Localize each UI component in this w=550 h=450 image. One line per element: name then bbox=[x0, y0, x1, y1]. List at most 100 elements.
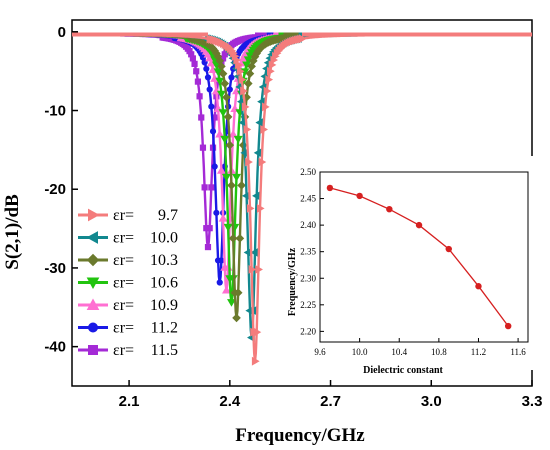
legend-item: εr= 9.7 bbox=[78, 207, 178, 224]
legend-item: εr= 10.9 bbox=[78, 297, 178, 314]
legend-symbol: εr= bbox=[113, 252, 134, 269]
data-point-marker bbox=[220, 79, 230, 88]
data-point-marker bbox=[235, 60, 243, 70]
legend-marker bbox=[86, 253, 100, 267]
data-point-marker bbox=[209, 128, 217, 135]
inset-x-axis-label: Dielectric constant bbox=[363, 365, 443, 376]
data-point-marker bbox=[221, 285, 231, 294]
data-point-marker bbox=[255, 118, 264, 128]
data-point-marker bbox=[250, 248, 259, 257]
data-point-marker bbox=[216, 166, 226, 174]
legend-symbol: εr= bbox=[113, 275, 134, 292]
legend-item: εr= 10.0 bbox=[78, 230, 178, 247]
data-point-marker bbox=[255, 264, 263, 274]
legend-marker bbox=[86, 231, 98, 244]
data-point-marker bbox=[204, 243, 212, 251]
data-point-marker bbox=[265, 75, 274, 85]
data-point-marker bbox=[227, 181, 236, 190]
legend-marker bbox=[88, 322, 98, 333]
legend-label: 10.9 bbox=[150, 297, 178, 314]
inset-data-point bbox=[386, 205, 393, 213]
data-point-marker bbox=[208, 184, 215, 191]
resonance-curves bbox=[72, 32, 532, 366]
data-point-marker bbox=[236, 66, 245, 76]
data-point-marker bbox=[223, 112, 233, 122]
inset-y-tick-label: 2.50 bbox=[300, 167, 316, 177]
legend-marker bbox=[86, 277, 100, 290]
legend-symbol: εr= bbox=[113, 297, 134, 314]
legend-label: 10.6 bbox=[150, 275, 178, 292]
data-point-marker bbox=[245, 69, 255, 78]
legend-item: εr= 11.2 bbox=[78, 320, 178, 337]
data-point-marker bbox=[218, 69, 228, 78]
data-point-marker bbox=[238, 75, 247, 85]
inset-data-point bbox=[415, 221, 423, 229]
data-point-marker bbox=[227, 299, 236, 307]
inset-data-point bbox=[326, 184, 334, 192]
data-point-marker bbox=[218, 109, 228, 117]
inset-y-tick-label: 2.40 bbox=[300, 220, 316, 230]
x-axis-label: Frequency/GHz bbox=[235, 425, 365, 446]
data-point-marker bbox=[222, 93, 231, 102]
legend-marker bbox=[88, 208, 100, 222]
inset-y-tick-label: 2.30 bbox=[300, 273, 316, 283]
data-point-marker bbox=[237, 181, 246, 190]
legend-label: 11.5 bbox=[151, 342, 178, 359]
data-point-marker bbox=[251, 356, 260, 366]
legend-marker bbox=[86, 298, 100, 310]
data-point-marker bbox=[191, 60, 198, 67]
data-point-marker bbox=[232, 173, 241, 182]
data-point-marker bbox=[218, 213, 228, 222]
legend-label: 10.3 bbox=[150, 252, 178, 269]
x-tick-label: 3.0 bbox=[421, 393, 442, 410]
series-9.7 bbox=[72, 32, 532, 366]
data-point-marker bbox=[241, 102, 250, 112]
data-point-marker bbox=[233, 135, 243, 144]
data-point-marker bbox=[194, 78, 202, 85]
data-point-marker bbox=[213, 209, 220, 216]
x-tick-label: 3.3 bbox=[522, 393, 543, 410]
data-point-marker bbox=[260, 125, 268, 134]
data-point-marker bbox=[206, 86, 213, 93]
data-point-marker bbox=[258, 157, 267, 167]
data-point-marker bbox=[217, 62, 226, 71]
legend: εr= 9.7 εr= 10.0 εr= 10.3 εr= 10.6 εr= 10.9 εr= 11.… bbox=[78, 207, 178, 359]
data-point-marker bbox=[235, 234, 245, 243]
data-point-marker bbox=[221, 173, 231, 182]
legend-item: εr= 11.5 bbox=[78, 342, 178, 359]
inset-y-tick-label: 2.20 bbox=[300, 326, 316, 336]
inset-data-point bbox=[356, 192, 363, 200]
data-point-marker bbox=[216, 90, 226, 99]
data-point-marker bbox=[193, 68, 200, 75]
data-point-marker bbox=[263, 86, 272, 96]
data-point-marker bbox=[228, 74, 235, 81]
data-point-marker bbox=[248, 264, 257, 274]
legend-marker bbox=[88, 345, 98, 355]
data-point-marker bbox=[246, 203, 255, 213]
data-point-marker bbox=[298, 34, 307, 44]
inset-y-axis-label: Frequency/GHz bbox=[287, 247, 298, 316]
data-point-marker bbox=[208, 103, 215, 110]
data-point-marker bbox=[203, 65, 210, 72]
data-point-marker bbox=[196, 93, 203, 100]
inset-data-point bbox=[504, 322, 512, 330]
data-point-marker bbox=[233, 288, 243, 298]
inset-y-tick-label: 2.25 bbox=[300, 300, 316, 310]
inset-x-tick-label: 10.0 bbox=[352, 347, 368, 357]
data-point-marker bbox=[223, 223, 233, 232]
y-tick-label: -30 bbox=[44, 260, 66, 277]
data-point-marker bbox=[220, 135, 230, 144]
inset-x-tick-label: 9.6 bbox=[314, 347, 326, 357]
y-tick-label: 0 bbox=[58, 24, 66, 41]
inset-x-tick-label: 10.4 bbox=[391, 347, 407, 357]
inset-x-tick-label: 11.2 bbox=[471, 347, 486, 357]
data-point-marker bbox=[228, 234, 238, 243]
inset-data-point bbox=[475, 283, 482, 290]
x-tick-label: 2.7 bbox=[320, 393, 341, 410]
data-point-marker bbox=[213, 68, 223, 77]
legend-symbol: εr= bbox=[113, 207, 134, 224]
y-tick-label: -20 bbox=[44, 181, 66, 198]
data-point-marker bbox=[201, 184, 208, 191]
y-tick-label: -10 bbox=[44, 103, 66, 120]
